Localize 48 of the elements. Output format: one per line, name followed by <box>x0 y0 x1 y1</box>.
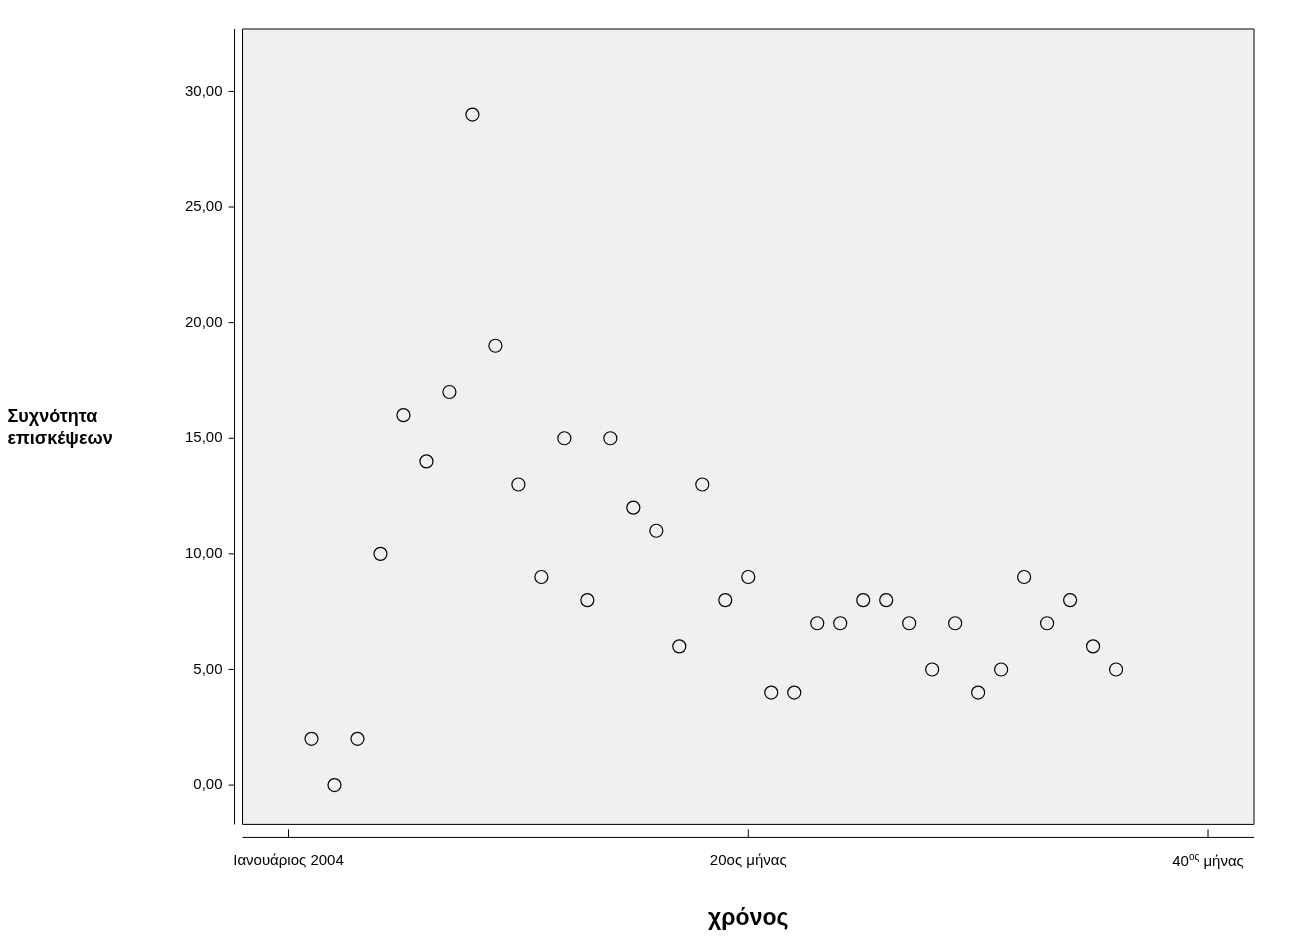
point <box>603 431 618 446</box>
point <box>373 546 388 561</box>
point <box>879 593 894 608</box>
point <box>419 454 434 469</box>
y-tick-label: 30,00 <box>184 81 223 99</box>
point <box>925 662 940 677</box>
point <box>649 523 664 538</box>
point <box>695 477 710 492</box>
point <box>787 685 802 700</box>
point <box>994 662 1009 677</box>
point <box>304 731 319 746</box>
point <box>672 639 687 654</box>
y-tick-label: 10,00 <box>184 544 223 562</box>
x-axis-title: χρόνος <box>708 903 789 930</box>
x-tick-label: 20ος μήνας <box>709 851 787 869</box>
point <box>902 616 917 631</box>
y-tick-label: 5,00 <box>193 659 223 677</box>
point <box>511 477 526 492</box>
point <box>1063 593 1078 608</box>
point <box>350 731 365 746</box>
point <box>764 685 779 700</box>
point <box>534 569 549 585</box>
y-tick-label: 25,00 <box>184 197 223 215</box>
point <box>856 593 871 608</box>
point <box>741 569 756 585</box>
point <box>626 500 641 515</box>
point <box>971 685 986 700</box>
y-axis-title: Συχνότητα επισκέψεων <box>7 404 114 449</box>
point <box>1017 569 1032 585</box>
point <box>557 431 572 446</box>
point <box>718 593 733 608</box>
point <box>465 107 480 122</box>
point <box>442 384 457 400</box>
point <box>396 408 411 423</box>
y-tick-label: 0,00 <box>193 775 223 793</box>
point <box>1108 662 1124 677</box>
x-tick-label: 40$^{ος}$ μήνας <box>1172 851 1244 870</box>
point <box>948 616 963 631</box>
point <box>810 616 825 631</box>
point <box>327 777 342 793</box>
y-tick-label: 15,00 <box>184 428 223 446</box>
point <box>488 338 503 353</box>
x-tick-label: Ιανουάριος 2004 <box>233 851 344 869</box>
point <box>833 616 848 631</box>
y-tick-label: 20,00 <box>184 312 223 330</box>
point <box>1040 616 1055 631</box>
point <box>1085 639 1101 654</box>
point <box>580 593 595 608</box>
